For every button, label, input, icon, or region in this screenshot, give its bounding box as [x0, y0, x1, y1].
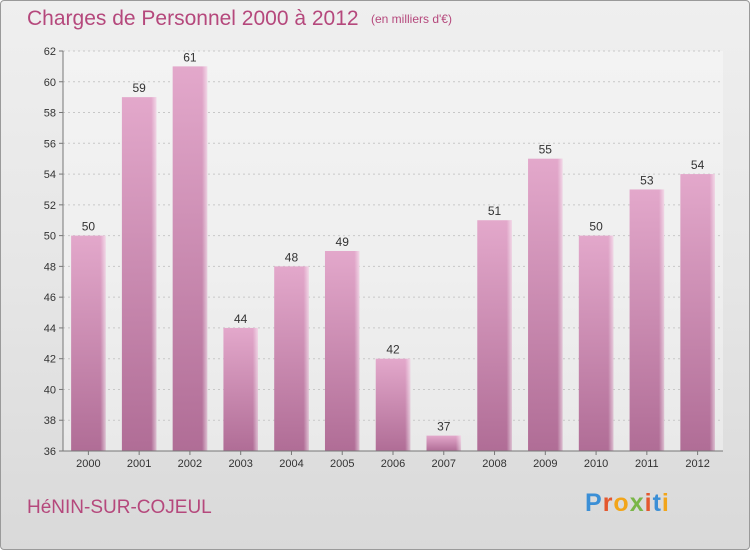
bar-highlight	[528, 158, 563, 451]
bar-highlight	[477, 220, 512, 451]
bar-highlight	[223, 327, 258, 451]
bar-chart: 50 59 61 44 48 49 42 37 51 55 50 53 54 36 38 40 42 44 46 4…	[44, 46, 723, 470]
bar-value-label: 44	[234, 312, 248, 326]
bar-value-label: 42	[386, 343, 400, 357]
bar-highlight	[375, 358, 411, 451]
y-tick-label: 40	[44, 384, 56, 396]
x-tick-label: 2006	[381, 458, 405, 470]
x-tick-label: 2001	[127, 458, 151, 470]
x-tick-label: 2010	[584, 458, 608, 470]
y-tick-label: 58	[44, 108, 56, 120]
bar-value-label: 54	[691, 158, 705, 172]
y-tick-label: 44	[44, 323, 56, 335]
bar-value-label: 59	[132, 81, 146, 95]
y-tick-label: 36	[44, 446, 56, 458]
bar-value-label: 51	[488, 204, 502, 218]
chart-subtitle: (en milliers d'€)	[371, 12, 452, 26]
town-name: HéNIN-SUR-COJEUL	[27, 497, 212, 518]
x-tick-label: 2011	[635, 458, 659, 470]
bar-value-label: 50	[589, 220, 603, 234]
y-tick-label: 50	[44, 231, 56, 243]
logo-letter: i	[644, 489, 653, 517]
bar-value-label: 61	[183, 50, 197, 64]
y-tick-label: 52	[44, 200, 56, 212]
y-tick-label: 38	[44, 415, 56, 427]
bar-highlight	[578, 235, 614, 451]
logo-letter: P	[585, 489, 603, 517]
y-tick-label: 56	[44, 138, 56, 150]
bar-highlight	[629, 189, 665, 451]
bar-highlight	[71, 235, 106, 451]
chart-title: Charges de Personnel 2000 à 2012	[27, 7, 359, 30]
y-tick-label: 54	[44, 169, 56, 181]
proxiti-logo: Proxiti	[585, 489, 670, 518]
x-tick-label: 2005	[330, 458, 354, 470]
bar-highlight	[324, 251, 360, 451]
logo-letter: x	[629, 489, 645, 517]
bar-value-label: 53	[640, 173, 654, 187]
bar-value-label: 49	[336, 235, 350, 249]
y-tick-label: 48	[44, 261, 56, 273]
x-tick-label: 2012	[685, 458, 709, 470]
bar-highlight	[426, 435, 462, 451]
bar-highlight	[274, 266, 309, 451]
x-tick-label: 2004	[279, 458, 303, 470]
bar-value-label: 55	[539, 143, 553, 157]
logo-letter: r	[602, 489, 614, 517]
x-tick-label: 2003	[228, 458, 252, 470]
x-tick-label: 2009	[533, 458, 557, 470]
logo-letter: i	[661, 489, 670, 517]
bar-highlight	[121, 97, 157, 452]
logo-letter: t	[652, 489, 662, 517]
bar-value-label: 37	[437, 420, 451, 434]
logo-letter: o	[613, 489, 630, 517]
bar-highlight	[172, 66, 208, 451]
x-tick-label: 2002	[178, 458, 202, 470]
y-tick-label: 60	[44, 77, 56, 89]
bar-highlight	[680, 174, 715, 452]
x-tick-label: 2000	[76, 458, 100, 470]
y-tick-label: 42	[44, 354, 56, 366]
y-tick-label: 62	[44, 46, 56, 58]
x-tick-label: 2008	[482, 458, 506, 470]
y-tick-label: 46	[44, 292, 56, 304]
x-tick-label: 2007	[432, 458, 456, 470]
bar-value-label: 48	[285, 250, 299, 264]
bar-value-label: 50	[82, 220, 96, 234]
